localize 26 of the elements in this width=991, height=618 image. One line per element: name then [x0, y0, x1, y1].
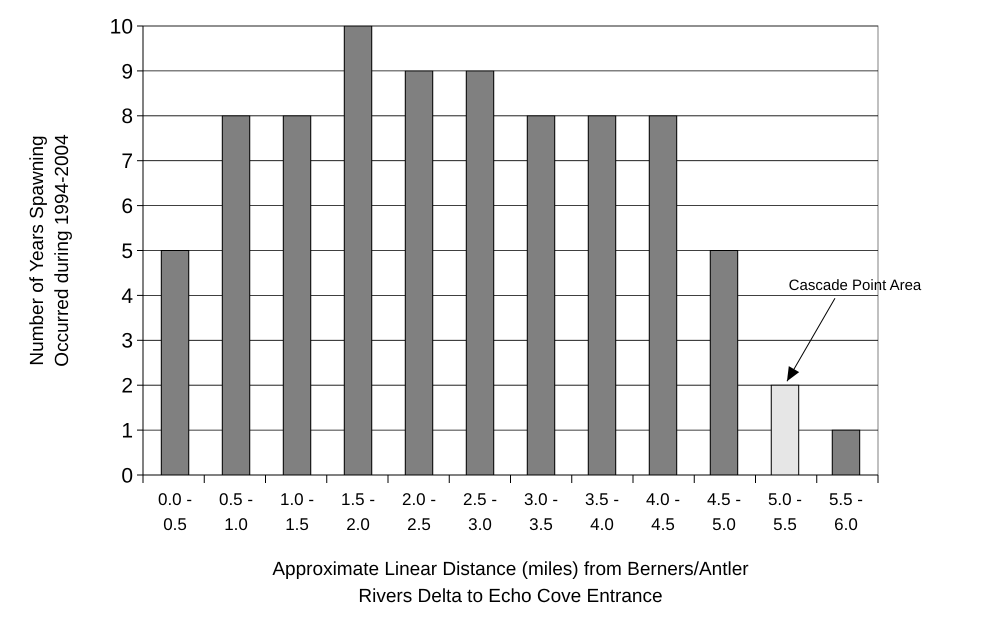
x-tick-label: 4.5 - 5.0 — [706, 490, 741, 534]
x-tick-label: 5.0 - 5.5 — [768, 490, 802, 534]
y-tick-label: 0 — [121, 464, 133, 488]
annotation: Cascade Point Area — [788, 277, 922, 294]
x-tick-label: 0.5 - 1.0 — [219, 490, 254, 534]
x-tick-label: 5.5 - 6.0 — [828, 490, 863, 534]
x-tick-label: 0.0 - 0.5 — [158, 490, 192, 534]
y-axis-title: Number of Years Spawning Occurred during 1994-2004 — [27, 134, 73, 367]
y-tick-label: 4 — [121, 284, 134, 308]
x-tick-label: 2.5 - 3.0 — [462, 490, 498, 534]
y-tick-label: 2 — [121, 374, 133, 398]
x-tick-label: 3.5 - 4.0 — [584, 490, 620, 534]
y-tick-label: 9 — [121, 60, 133, 84]
x-tick-label: 4.0 - 4.5 — [646, 490, 680, 534]
x-tick-label: 1.5 - 2.0 — [340, 490, 376, 534]
x-tick-label: 2.0 - 2.5 — [402, 490, 436, 534]
y-tick-label: 7 — [121, 150, 133, 174]
y-tick-label: 10 — [110, 15, 133, 38]
x-tick-label: 1.0 - 1.5 — [280, 490, 314, 534]
y-tick-label: 3 — [121, 330, 133, 353]
y-tick-label: 5 — [121, 240, 133, 263]
x-tick-label: 3.0 - 3.5 — [524, 490, 558, 534]
y-tick-label: 8 — [121, 105, 133, 128]
x-axis-title: Approximate Linear Distance (miles) from Berners/Antler Rivers Delta to Echo Cove Entrance — [272, 559, 750, 607]
y-tick-label: 6 — [121, 194, 133, 218]
y-tick-label: 1 — [121, 419, 133, 442]
